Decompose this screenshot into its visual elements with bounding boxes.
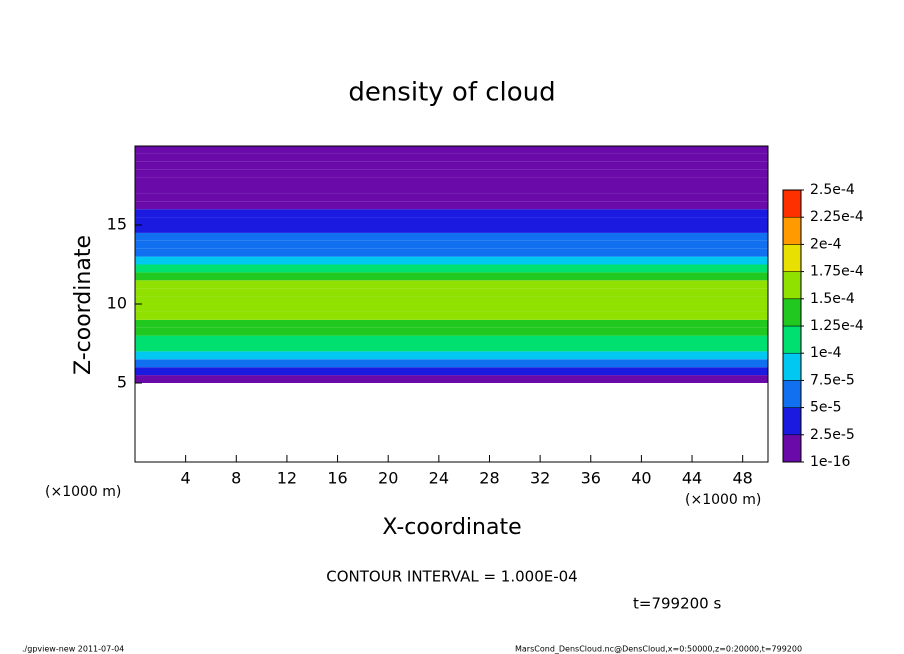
field-band <box>135 375 768 383</box>
colorbar-label: 1e-4 <box>810 345 842 361</box>
annotation: CONTOUR INTERVAL = 1.000E-04 <box>326 568 577 586</box>
footer-left: ./gpview-new 2011-07-04 <box>22 645 124 654</box>
y-tick-label: 10 <box>107 294 127 313</box>
y-unit: (×1000 m) <box>45 484 121 500</box>
x-tick-label: 32 <box>530 469 550 488</box>
field-band <box>135 272 768 281</box>
field-band <box>135 217 768 225</box>
x-tick-label: 44 <box>682 469 702 488</box>
field-band <box>135 225 768 233</box>
colorbar-box <box>782 325 802 354</box>
field-band <box>135 161 768 170</box>
colorbar-box <box>782 271 802 300</box>
field-band <box>135 351 768 360</box>
x-tick-label: 12 <box>277 469 297 488</box>
field-band <box>135 209 768 218</box>
x-tick-label: 48 <box>733 469 753 488</box>
colorbar-box <box>782 434 802 463</box>
field-band <box>135 153 768 162</box>
field-band <box>135 193 768 202</box>
x-tick-label: 8 <box>231 469 241 488</box>
time-label: t=799200 s <box>633 595 721 613</box>
colorbar-label: 2e-4 <box>810 236 842 252</box>
colorbar-label: 1.25e-4 <box>810 318 864 334</box>
field-band <box>135 280 768 289</box>
colorbar-label: 2.25e-4 <box>810 209 864 225</box>
x-tick-label: 16 <box>327 469 347 488</box>
field-band <box>135 232 768 241</box>
chart-title: density of cloud <box>348 78 555 108</box>
colorbar-box <box>782 189 802 218</box>
field-band <box>135 248 768 257</box>
field-band <box>135 240 768 249</box>
colorbar-label: 7.5e-5 <box>810 372 855 388</box>
colorbar-label: 2.5e-5 <box>810 427 855 443</box>
colorbar-label: 1.75e-4 <box>810 264 864 280</box>
field-band <box>135 185 768 194</box>
field-band <box>135 335 768 344</box>
colorbar-label: 2.5e-4 <box>810 182 855 198</box>
field-band <box>135 296 768 304</box>
field-band <box>135 343 768 352</box>
field-band <box>135 201 768 210</box>
colorbar-box <box>782 244 802 272</box>
x-tick-label: 40 <box>631 469 651 488</box>
field-band <box>135 359 768 368</box>
colorbar-label: 1e-16 <box>810 454 850 470</box>
field-band <box>135 304 768 312</box>
field-band <box>135 146 768 154</box>
field-band <box>135 367 768 376</box>
x-unit: (×1000 m) <box>685 492 761 508</box>
x-tick-label: 36 <box>581 469 601 488</box>
colorbar-box <box>782 216 802 245</box>
field-band <box>135 264 768 273</box>
colorbar-box <box>782 352 802 381</box>
y-axis-label: Z-coordinate <box>71 235 96 375</box>
field-band <box>135 327 768 336</box>
x-tick-label: 28 <box>479 469 499 488</box>
colorbar-box <box>782 380 802 408</box>
x-tick-label: 24 <box>429 469 449 488</box>
colorbar-box <box>782 407 802 436</box>
field-band <box>135 288 768 297</box>
y-tick-label: 5 <box>117 373 127 392</box>
field-band <box>135 319 768 328</box>
colorbar-label: 5e-5 <box>810 400 841 416</box>
x-axis-label: X-coordinate <box>382 515 521 540</box>
colorbar-box <box>782 298 802 327</box>
x-tick-label: 4 <box>181 469 191 488</box>
colorbar-label: 1.5e-4 <box>810 291 855 307</box>
field-band <box>135 177 768 186</box>
colorbar-frame <box>782 189 802 463</box>
y-tick-label: 15 <box>107 215 127 234</box>
footer-right: MarsCond_DensCloud.nc@DensCloud,x=0:5000… <box>515 645 802 654</box>
field-band <box>135 256 768 265</box>
field-band <box>135 311 768 320</box>
x-tick-label: 20 <box>378 469 398 488</box>
field-band <box>135 169 768 178</box>
